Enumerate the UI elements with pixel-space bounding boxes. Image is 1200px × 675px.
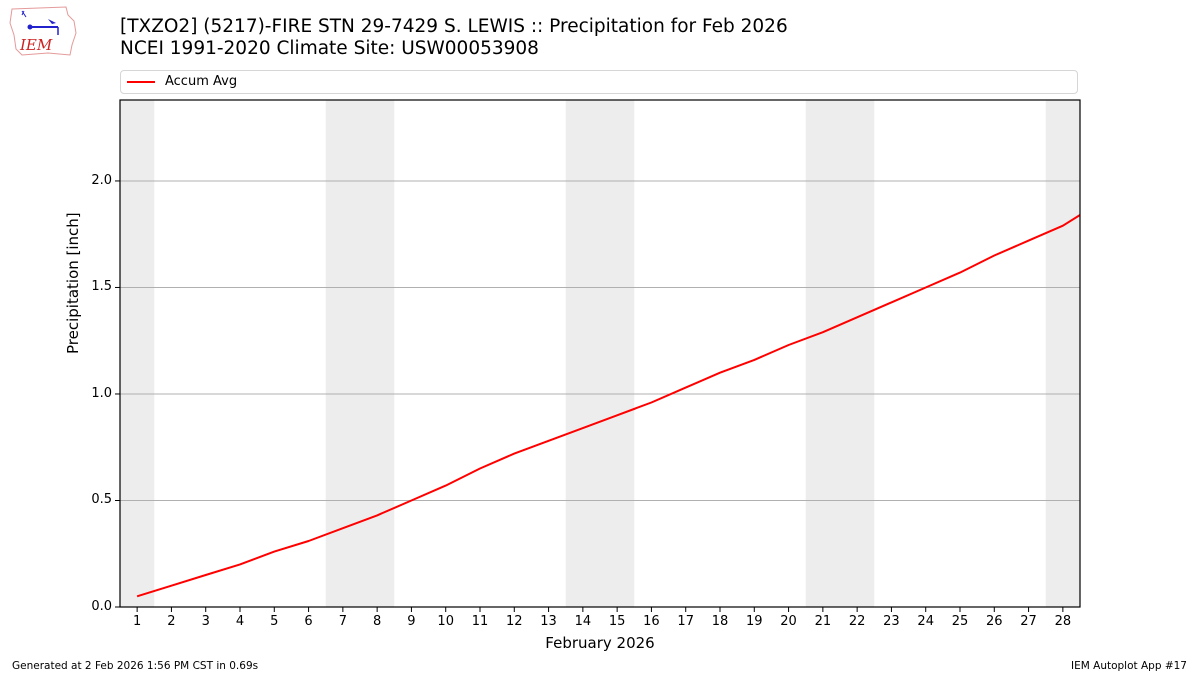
x-tick-label: 24 — [917, 614, 934, 629]
x-tick-label: 21 — [814, 614, 832, 629]
iem-logo-icon: IEM — [9, 6, 77, 56]
y-tick-label: 2.0 — [91, 172, 112, 188]
x-tick-label: 6 — [304, 614, 313, 629]
x-tick-label: 4 — [235, 614, 245, 629]
x-tick-label: 5 — [270, 614, 279, 629]
weekend-band — [120, 100, 155, 607]
y-tick-label: 1.0 — [91, 385, 112, 401]
x-tick-label: 1 — [133, 614, 142, 629]
x-tick-label: 26 — [986, 614, 1003, 629]
x-tick-label: 27 — [1020, 614, 1037, 629]
x-tick-label: 18 — [711, 614, 729, 629]
chart-title-line1: [TXZO2] (5217)-FIRE STN 29-7429 S. LEWIS… — [120, 16, 788, 37]
svg-text:IEM: IEM — [19, 36, 53, 54]
x-tick-label: 9 — [407, 614, 416, 629]
generated-timestamp: Generated at 2 Feb 2026 1:56 PM CST in 0… — [12, 660, 259, 672]
x-tick-label: 15 — [608, 614, 626, 629]
x-tick-label: 28 — [1054, 614, 1072, 629]
legend-label-accum-avg: Accum Avg — [165, 74, 238, 89]
weekend-band — [565, 100, 635, 607]
weekend-band — [805, 100, 875, 607]
series-line-accum-avg — [136, 214, 1081, 598]
x-tick-label: 13 — [540, 614, 557, 629]
x-tick-label: 8 — [373, 614, 382, 629]
x-tick-label: 10 — [437, 614, 454, 629]
chart-subtitle: NCEI 1991-2020 Climate Site: USW00053908 — [120, 38, 539, 59]
x-tick-label: 23 — [883, 614, 900, 629]
app-credit: IEM Autoplot App #17 — [1071, 660, 1187, 672]
x-tick-label: 16 — [643, 614, 660, 629]
x-tick-label: 3 — [201, 614, 210, 629]
y-tick-label: 0.5 — [91, 492, 112, 508]
y-tick-label: 0.0 — [91, 599, 112, 614]
x-tick-label: 2 — [167, 614, 176, 629]
x-axis-label: February 2026 — [545, 634, 655, 652]
x-tick-label: 7 — [338, 614, 347, 629]
y-tick-label: 1.5 — [91, 279, 112, 295]
x-tick-label: 22 — [848, 614, 866, 629]
x-tick-label: 12 — [506, 614, 523, 629]
x-tick-label: 14 — [574, 614, 592, 629]
x-tick-label: 19 — [746, 614, 763, 629]
x-tick-label: 17 — [677, 614, 694, 629]
x-tick-label: 20 — [780, 614, 797, 629]
legend-line-swatch — [127, 81, 155, 83]
chart-title: [TXZO2] (5217)-FIRE STN 29-7429 S. LEWIS… — [120, 16, 788, 60]
x-tick-label: 25 — [951, 614, 969, 629]
plot-frame — [119, 99, 1081, 608]
x-tick-label: 11 — [471, 614, 489, 629]
weekend-band — [1045, 100, 1080, 607]
legend: Accum Avg — [120, 70, 1078, 94]
